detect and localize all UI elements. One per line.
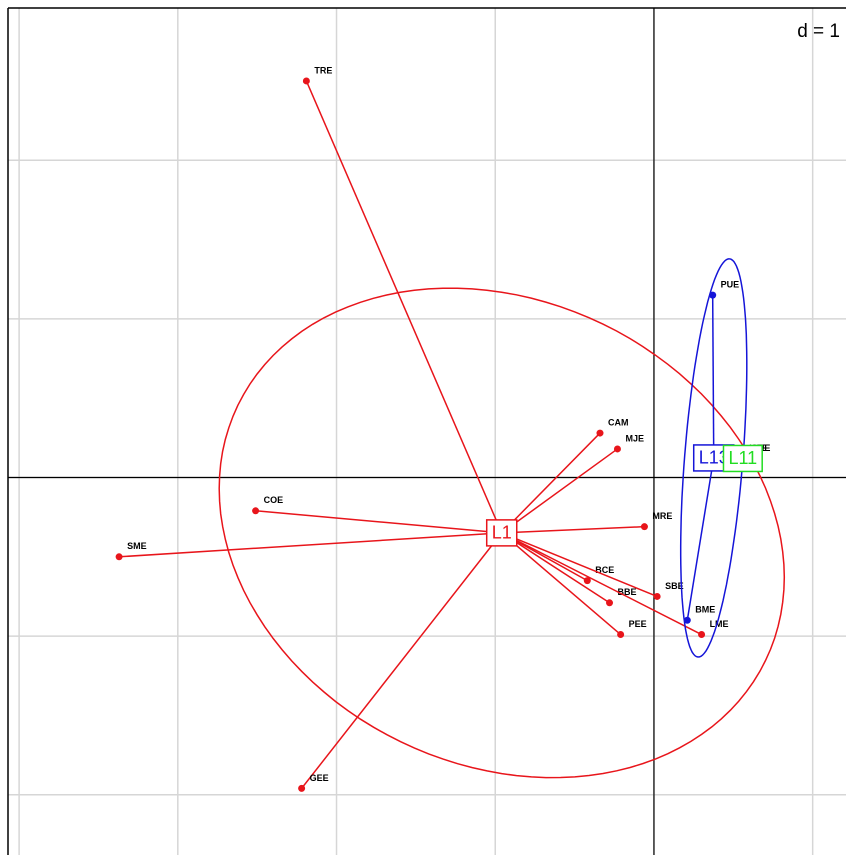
point [596,429,604,437]
point-label: PEE [629,619,647,629]
point-label: TRE [314,65,332,75]
star-segment [501,532,658,598]
star-segment [501,532,610,604]
star-segment [305,80,503,534]
point-label: COE [264,495,284,505]
group-label: L13 [699,448,729,468]
star-segment [711,295,715,458]
point [617,631,625,639]
group-label-box [485,519,518,547]
point [653,592,661,600]
star-segment [501,432,601,534]
star-segment [301,532,503,789]
star-segment [501,525,645,534]
point [698,631,706,639]
star-segment [501,532,622,636]
ellipse [679,258,748,658]
point-label: GEE [310,773,329,783]
group-label-box [722,444,763,473]
point-label: SBE [665,581,684,591]
star-segment [686,457,715,621]
point-label: MJE [625,433,644,443]
point-label: BCE [595,565,614,575]
point [115,553,123,561]
star-segment [501,448,618,534]
point [613,445,621,453]
point [683,616,691,624]
group-label: L1 [492,523,512,543]
point [298,784,306,792]
point [606,599,614,607]
point [583,577,591,585]
point-label: PUE [721,279,740,289]
point-label: BBE [618,587,637,597]
point-label: SME [127,541,147,551]
group-label: L11 [728,448,757,468]
grid-size-label: d = 1 [797,21,840,42]
point-label: BME [695,605,715,615]
point-label: CAM [608,417,629,427]
point-label: MRE [652,511,672,521]
point [640,523,648,531]
point [252,507,260,515]
star-segment [255,510,502,534]
point [302,77,310,85]
ellipse [218,287,786,779]
point-label: LME [710,619,729,629]
star-segment [501,532,702,636]
point [709,291,717,299]
star-segment [119,532,502,558]
